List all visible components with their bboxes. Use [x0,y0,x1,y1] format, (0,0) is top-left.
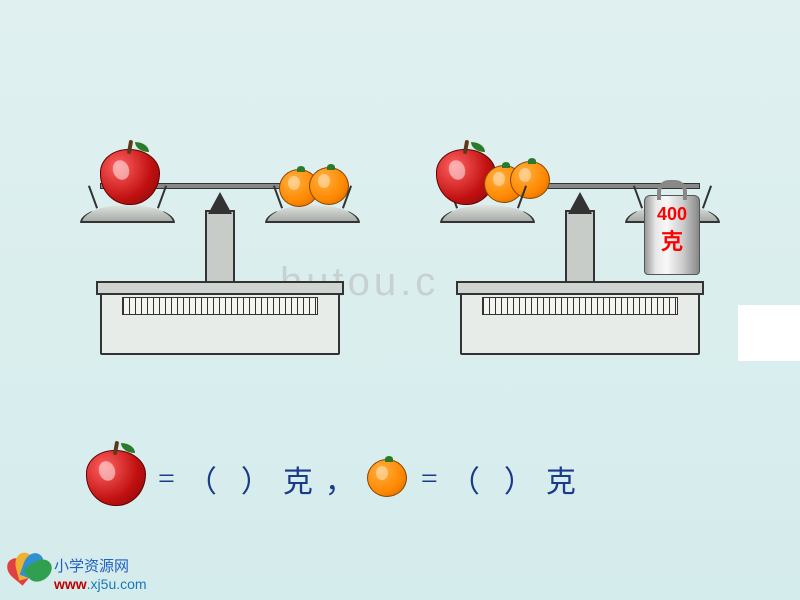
orange-icon [367,459,409,499]
equation-row: = （ ） 克 ， = （ ） 克 [80,450,582,508]
paren-open: （ [450,457,480,501]
apple-icon [100,149,160,205]
logo-icon [8,550,50,592]
scale-column [565,210,595,285]
weight-icon: 400 克 [644,195,700,275]
scale-left [80,135,360,355]
unit-gram: 克 [546,457,576,501]
scales-container: 400 克 [0,135,800,355]
right-pan [265,205,360,223]
scale-ruler [122,297,318,315]
apple-icon [86,450,146,508]
equals-sign: = [158,462,175,496]
paren-open: （ [187,457,217,501]
right-pan: 400 克 [625,205,720,223]
scale-column [205,210,235,285]
separator: ， [325,457,355,501]
paren-close: ） [504,457,534,501]
footer-title: 小学资源网 [54,555,147,576]
orange-icon [309,167,349,205]
weight-unit: 克 [645,224,699,256]
weight-value: 400 [645,204,699,225]
scale-ruler [482,297,678,315]
white-box [738,305,800,361]
paren-close: ） [241,457,271,501]
scale-base [100,285,340,355]
orange-icon [510,161,550,199]
scale-base [460,285,700,355]
unit-gram: 克 [283,457,313,501]
footer: 小学资源网 www.xj5u.com [8,550,147,592]
left-pan [440,205,535,223]
scale-right: 400 克 [440,135,720,355]
left-pan [80,205,175,223]
footer-url: www.xj5u.com [54,576,147,592]
equals-sign: = [421,462,438,496]
